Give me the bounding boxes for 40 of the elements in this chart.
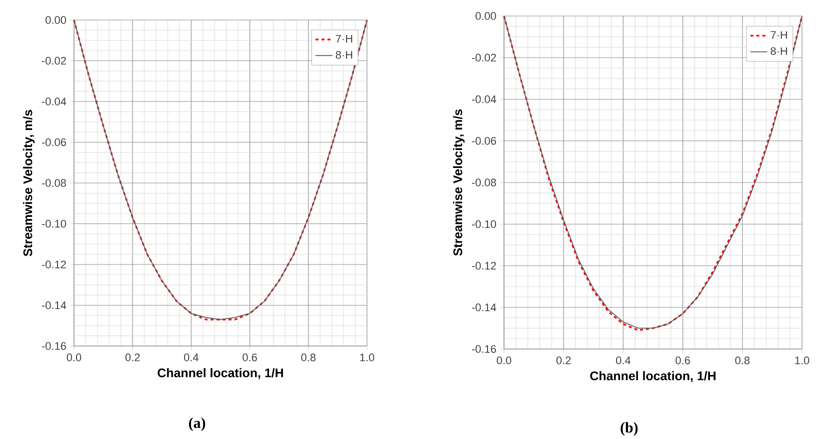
y-tick-label: -0.04 <box>42 98 66 106</box>
y-tick-label: -0.14 <box>42 301 66 310</box>
x-tick-label: 0.8 <box>301 354 316 362</box>
legend-label: 7·H <box>336 34 352 43</box>
x-axis-title: Channel location, 1/H <box>590 371 716 382</box>
x-tick-label: 0.4 <box>184 354 198 362</box>
y-tick-label: -0.16 <box>472 345 496 353</box>
y-tick-label: -0.12 <box>472 262 496 270</box>
y-tick-label: -0.04 <box>472 95 496 104</box>
text: (a) <box>189 417 206 432</box>
legend-label: 8·H <box>336 51 352 59</box>
x-tick-label: 0.0 <box>496 356 512 364</box>
y-tick-label: -0.06 <box>472 137 496 145</box>
legend-label: 7·H <box>770 31 787 39</box>
text: (b) <box>620 422 638 436</box>
x-tick-label: 0.6 <box>676 356 690 364</box>
y-axis-title: Streamwise Velocity, m/s <box>23 110 35 256</box>
x-tick-label: 0.2 <box>556 356 571 364</box>
y-tick-label: 0.00 <box>46 16 66 24</box>
x-tick-label: 0.4 <box>616 356 630 364</box>
x-tick-label: 1.0 <box>795 356 810 364</box>
y-axis-title: Streamwise Velocity, m/s <box>453 109 465 256</box>
x-tick-label: 0.0 <box>66 354 82 362</box>
y-tick-label: -0.02 <box>42 56 66 65</box>
x-tick-label: 0.8 <box>735 356 750 364</box>
y-tick-label: -0.02 <box>472 54 496 62</box>
x-tick-label: 0.6 <box>242 354 257 362</box>
y-tick-label: -0.06 <box>42 138 66 146</box>
x-tick-label: 1.0 <box>360 354 374 362</box>
y-tick-label: -0.12 <box>42 260 66 268</box>
y-tick-label: 0.00 <box>476 12 496 20</box>
legend-label: 8·H <box>770 47 787 55</box>
y-tick-label: -0.16 <box>42 342 66 350</box>
x-axis-title: Channel location, 1/H <box>158 368 283 380</box>
y-tick-label: -0.10 <box>472 220 496 228</box>
y-tick-label: -0.08 <box>472 178 496 186</box>
y-tick-label: -0.10 <box>42 220 66 228</box>
x-tick-label: 0.2 <box>125 354 140 362</box>
y-tick-label: -0.14 <box>472 304 496 312</box>
y-tick-label: -0.08 <box>42 179 66 187</box>
